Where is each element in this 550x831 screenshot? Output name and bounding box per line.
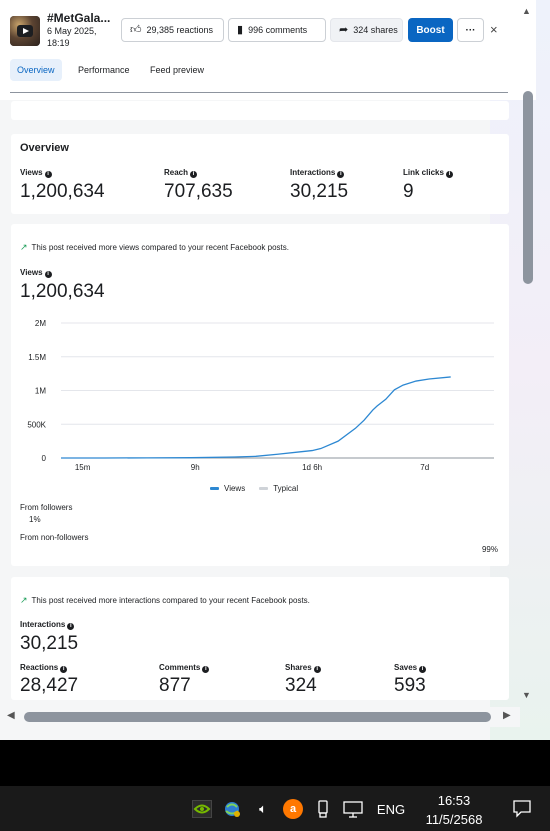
- metric-value-link-clicks: 9: [403, 181, 414, 202]
- trend-up-icon: ↗: [20, 242, 28, 252]
- tab-feed-preview[interactable]: Feed preview: [150, 65, 205, 75]
- video-thumbnail-icon[interactable]: [10, 16, 40, 46]
- volume-icon[interactable]: 🔈︎: [259, 801, 267, 816]
- info-icon: i: [445, 171, 453, 178]
- info-icon: i: [44, 171, 52, 178]
- x-tick-label: 7d: [420, 463, 429, 472]
- views-chart: 0 500K 1M 1.5M 2M 15m 9h 1d 6h 7d: [27, 319, 494, 472]
- metric-label-reach: Reach i: [164, 168, 198, 178]
- notification-icon[interactable]: [511, 798, 533, 818]
- views-card: ↗ This post received more views compared …: [11, 224, 509, 566]
- scroll-right-icon[interactable]: ▶: [503, 710, 511, 721]
- vertical-scroll-thumb[interactable]: [523, 91, 533, 284]
- metric-value-comments: 877: [159, 675, 191, 696]
- metric-value-reactions: 28,427: [20, 675, 79, 696]
- metric-value-views: 1,200,634: [20, 181, 105, 202]
- info-icon: i: [337, 171, 345, 178]
- metric-value-shares: 324: [285, 675, 317, 696]
- share-icon: ➦: [339, 23, 349, 36]
- post-insights-panel: #MetGala... 6 May 2025, 18:19 👍︎ 29,385 r…: [0, 0, 550, 740]
- reactions-button[interactable]: 👍︎ 29,385 reactions: [121, 18, 224, 42]
- post-header: #MetGala... 6 May 2025, 18:19 👍︎ 29,385 r…: [0, 0, 536, 100]
- network-icon[interactable]: [221, 799, 243, 819]
- metric-label-interactions: Interactions i: [290, 168, 345, 178]
- y-tick-label: 500K: [27, 420, 46, 429]
- clock-date: 11/5/2568: [425, 812, 483, 827]
- tab-performance[interactable]: Performance: [78, 65, 130, 75]
- metric-label-reactions: Reactions i: [20, 663, 68, 673]
- comments-button[interactable]: ▮ 996 comments: [228, 18, 326, 42]
- info-icon: i: [44, 271, 52, 278]
- thumbs-up-icon: 👍︎: [130, 23, 142, 36]
- metric-label-saves: Saves i: [394, 663, 427, 673]
- x-tick-label: 1d 6h: [302, 463, 322, 472]
- avast-icon[interactable]: a: [283, 799, 303, 819]
- legend-item-typical[interactable]: Typical: [259, 484, 298, 493]
- close-icon[interactable]: ×: [490, 22, 498, 37]
- info-icon: i: [60, 666, 68, 673]
- views-value: 1,200,634: [20, 281, 105, 302]
- y-tick-label: 1.5M: [28, 353, 46, 362]
- info-icon: i: [67, 623, 75, 630]
- taskbar: 🔈︎ a ENG 16:53 11/5/2568: [0, 786, 550, 831]
- tabs-divider: [10, 92, 508, 93]
- nvidia-icon[interactable]: [192, 800, 212, 818]
- interactions-label: Interactions i: [20, 620, 75, 630]
- horizontal-scroll-thumb[interactable]: [24, 712, 491, 722]
- followers-label: From followers: [20, 503, 73, 512]
- views-label: Views i: [20, 268, 52, 278]
- usb-icon[interactable]: [315, 799, 331, 819]
- interactions-card: ↗ This post received more interactions co…: [11, 577, 509, 700]
- scroll-down-icon[interactable]: ▼: [522, 690, 531, 700]
- metric-label-link-clicks: Link clicks i: [403, 168, 453, 178]
- overview-card: Overview Views i 1,200,634 Reach i 707,635…: [11, 134, 509, 214]
- followers-pct: 1%: [29, 515, 41, 524]
- views-notice: ↗ This post received more views compared …: [20, 242, 289, 252]
- chart-legend: Views Typical: [210, 484, 298, 493]
- comment-icon: ▮: [237, 23, 244, 36]
- metric-value-interactions: 30,215: [290, 181, 349, 202]
- scroll-up-icon[interactable]: ▲: [522, 6, 531, 16]
- y-tick-label: 1M: [35, 387, 46, 396]
- scroll-left-icon[interactable]: ◀: [7, 710, 15, 721]
- nonfollowers-label: From non-followers: [20, 533, 89, 542]
- metric-label-shares: Shares i: [285, 663, 321, 673]
- interactions-value: 30,215: [20, 633, 79, 654]
- overview-title: Overview: [20, 142, 69, 154]
- clock-time: 16:53: [437, 793, 471, 808]
- info-icon: i: [202, 666, 210, 673]
- metric-value-reach: 707,635: [164, 181, 233, 202]
- system-clock[interactable]: 16:53 11/5/2568: [420, 791, 488, 829]
- post-title[interactable]: #MetGala...: [47, 11, 111, 25]
- shares-button[interactable]: ➦ 324 shares: [330, 18, 403, 42]
- more-options-button[interactable]: ···: [457, 18, 484, 42]
- info-icon: i: [313, 666, 321, 673]
- monitor-icon[interactable]: [343, 799, 363, 819]
- nonfollowers-pct: 99%: [481, 545, 498, 554]
- tab-overview[interactable]: Overview: [10, 59, 62, 81]
- metric-label-comments: Comments i: [159, 663, 210, 673]
- x-tick-label: 9h: [191, 463, 200, 472]
- info-icon: i: [190, 171, 198, 178]
- legend-item-views[interactable]: Views: [210, 484, 245, 493]
- info-icon: i: [419, 666, 427, 673]
- language-indicator[interactable]: ENG: [376, 801, 406, 817]
- metric-label-views: Views i: [20, 168, 52, 178]
- post-date: 6 May 2025, 18:19: [47, 26, 97, 48]
- views-series-line: [60, 376, 451, 459]
- metric-value-saves: 593: [394, 675, 426, 696]
- x-tick-label: 15m: [75, 463, 91, 472]
- y-tick-label: 2M: [35, 319, 46, 328]
- y-tick-label: 0: [42, 454, 47, 463]
- trend-up-icon: ↗: [20, 595, 28, 605]
- boost-button[interactable]: Boost: [408, 18, 453, 42]
- top-card: [11, 101, 509, 120]
- interactions-notice: ↗ This post received more interactions co…: [20, 595, 310, 605]
